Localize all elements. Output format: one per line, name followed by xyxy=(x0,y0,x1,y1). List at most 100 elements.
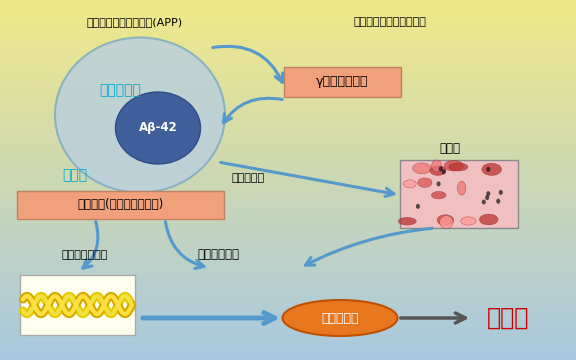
Bar xyxy=(0,166,576,171)
Bar xyxy=(20,275,135,335)
Bar xyxy=(0,180,576,185)
FancyBboxPatch shape xyxy=(284,67,401,97)
Bar xyxy=(0,9,576,14)
Ellipse shape xyxy=(439,216,453,229)
Bar xyxy=(0,184,576,189)
Bar xyxy=(0,292,576,297)
FancyBboxPatch shape xyxy=(17,191,224,219)
Bar xyxy=(0,306,576,311)
Bar xyxy=(0,162,576,167)
Bar xyxy=(0,194,576,198)
Ellipse shape xyxy=(457,181,466,195)
Ellipse shape xyxy=(431,192,446,199)
Bar xyxy=(0,288,576,293)
Bar xyxy=(0,99,576,104)
Bar xyxy=(0,85,576,90)
Ellipse shape xyxy=(461,217,476,225)
Ellipse shape xyxy=(479,214,498,225)
Bar xyxy=(0,94,576,99)
Ellipse shape xyxy=(282,300,397,336)
Ellipse shape xyxy=(444,161,463,171)
Bar xyxy=(0,122,576,126)
Bar xyxy=(0,270,576,275)
Text: 神経細胞死: 神経細胞死 xyxy=(321,311,359,324)
Ellipse shape xyxy=(431,160,442,172)
Bar xyxy=(0,158,576,162)
Bar xyxy=(0,252,576,257)
Bar xyxy=(0,328,576,333)
Ellipse shape xyxy=(486,191,490,196)
Bar xyxy=(0,189,576,194)
Bar xyxy=(0,31,576,36)
Text: γセクレターゼ: γセクレターゼ xyxy=(316,76,369,89)
Text: 凝集、沈着: 凝集、沈着 xyxy=(232,173,264,183)
Bar xyxy=(0,126,576,131)
Bar xyxy=(0,225,576,230)
Bar xyxy=(0,324,576,329)
Text: タウ蛋白(微小管結合蛋白): タウ蛋白(微小管結合蛋白) xyxy=(77,198,164,211)
Bar xyxy=(0,72,576,77)
Bar xyxy=(0,333,576,338)
Ellipse shape xyxy=(482,199,486,204)
Ellipse shape xyxy=(404,180,416,188)
Ellipse shape xyxy=(398,217,416,225)
Bar xyxy=(0,112,576,117)
Ellipse shape xyxy=(439,166,443,171)
Bar xyxy=(0,220,576,225)
Bar xyxy=(0,261,576,266)
Ellipse shape xyxy=(412,163,431,174)
Bar xyxy=(0,144,576,149)
Bar xyxy=(0,175,576,180)
Text: 神経細胞内: 神経細胞内 xyxy=(99,83,141,97)
Bar xyxy=(0,243,576,248)
Bar xyxy=(0,248,576,252)
Bar xyxy=(0,302,576,306)
Text: 細胞外: 細胞外 xyxy=(62,168,88,182)
Bar xyxy=(0,63,576,68)
Bar xyxy=(0,238,576,243)
Ellipse shape xyxy=(437,215,454,225)
Bar xyxy=(0,13,576,18)
Ellipse shape xyxy=(437,181,441,186)
Ellipse shape xyxy=(499,190,503,195)
Bar xyxy=(0,171,576,176)
Bar xyxy=(0,266,576,270)
Bar xyxy=(0,153,576,158)
Bar xyxy=(0,68,576,72)
Bar xyxy=(0,45,576,50)
Text: 認知症: 認知症 xyxy=(487,306,529,330)
Text: 神経原繊維変化: 神経原繊維変化 xyxy=(62,250,108,260)
Ellipse shape xyxy=(449,163,468,171)
Bar xyxy=(0,320,576,324)
Bar xyxy=(0,338,576,342)
Bar xyxy=(400,160,518,228)
Ellipse shape xyxy=(486,167,490,172)
Bar xyxy=(0,130,576,135)
Text: 神経の成長と修復の役割: 神経の成長と修復の役割 xyxy=(354,17,426,27)
Bar xyxy=(0,230,576,234)
Ellipse shape xyxy=(496,199,500,204)
Ellipse shape xyxy=(418,178,432,187)
Bar xyxy=(0,49,576,54)
Text: Aβ-42: Aβ-42 xyxy=(139,122,177,135)
Text: 過剰リン酸化: 過剰リン酸化 xyxy=(197,248,239,261)
Ellipse shape xyxy=(416,204,420,209)
Bar xyxy=(0,310,576,315)
Ellipse shape xyxy=(482,163,502,175)
Ellipse shape xyxy=(116,92,200,164)
Bar xyxy=(0,108,576,113)
Bar xyxy=(0,356,576,360)
Bar xyxy=(0,27,576,32)
Bar xyxy=(0,135,576,140)
Bar xyxy=(0,351,576,356)
Bar xyxy=(0,297,576,302)
Bar xyxy=(0,77,576,81)
Bar xyxy=(0,346,576,351)
Bar xyxy=(0,315,576,320)
Bar xyxy=(0,58,576,63)
Bar xyxy=(0,18,576,23)
Bar xyxy=(0,40,576,45)
Ellipse shape xyxy=(442,169,446,174)
Bar xyxy=(0,256,576,261)
Bar xyxy=(0,81,576,86)
